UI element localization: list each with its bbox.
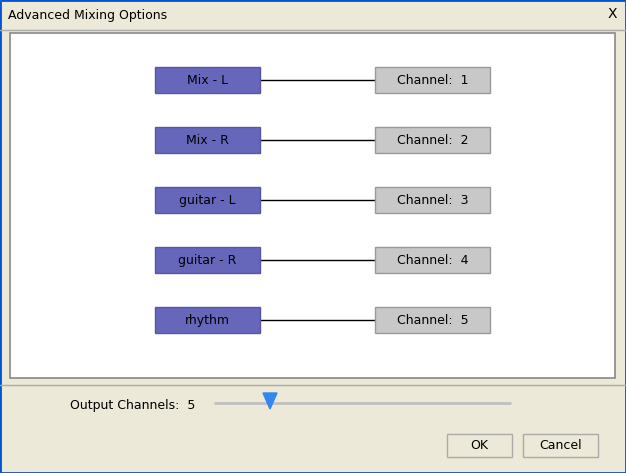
FancyBboxPatch shape [155,67,260,93]
FancyBboxPatch shape [155,307,260,333]
FancyBboxPatch shape [523,433,598,456]
Text: Cancel: Cancel [539,438,582,452]
Text: Channel:  4: Channel: 4 [397,254,468,266]
Text: rhythm: rhythm [185,314,230,326]
Text: Channel:  5: Channel: 5 [397,314,468,326]
Text: OK: OK [471,438,488,452]
Text: Mix - R: Mix - R [186,133,229,147]
FancyBboxPatch shape [447,433,512,456]
Text: guitar - R: guitar - R [178,254,237,266]
Polygon shape [263,393,277,409]
Text: Channel:  2: Channel: 2 [397,133,468,147]
FancyBboxPatch shape [375,127,490,153]
Text: Output Channels:  5: Output Channels: 5 [70,398,195,412]
FancyBboxPatch shape [375,247,490,273]
FancyBboxPatch shape [375,67,490,93]
Text: Channel:  1: Channel: 1 [397,73,468,87]
Text: Channel:  3: Channel: 3 [397,193,468,207]
FancyBboxPatch shape [155,247,260,273]
Text: Advanced Mixing Options: Advanced Mixing Options [8,9,167,21]
FancyBboxPatch shape [155,127,260,153]
Text: Mix - L: Mix - L [187,73,228,87]
FancyBboxPatch shape [375,307,490,333]
Text: guitar - L: guitar - L [179,193,236,207]
FancyBboxPatch shape [375,187,490,213]
Text: X: X [607,7,617,21]
FancyBboxPatch shape [10,33,615,378]
FancyBboxPatch shape [155,187,260,213]
